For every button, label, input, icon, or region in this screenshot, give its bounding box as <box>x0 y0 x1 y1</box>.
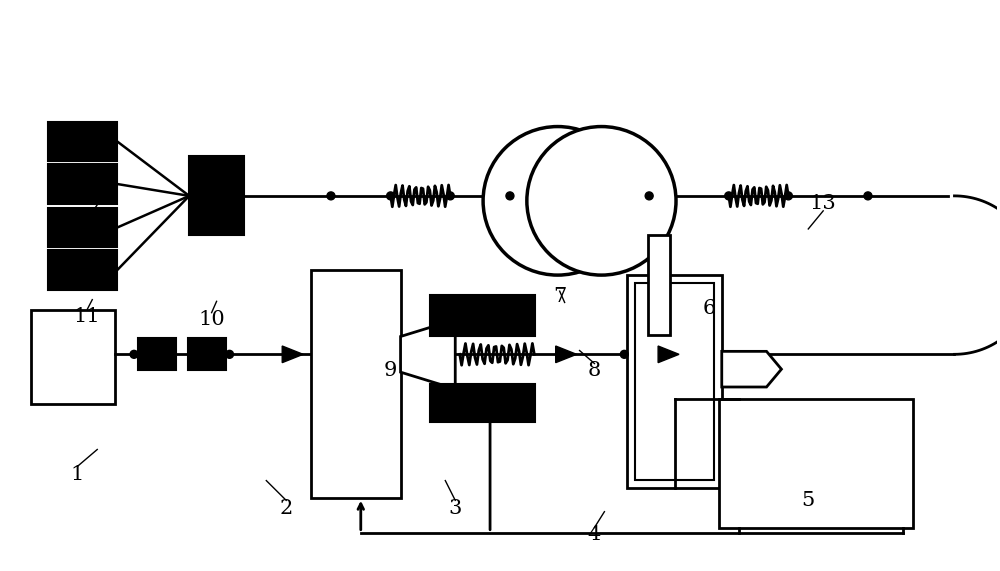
Bar <box>31 309 115 404</box>
Text: 13: 13 <box>810 194 837 213</box>
Circle shape <box>725 192 733 200</box>
Circle shape <box>483 127 632 275</box>
Text: 8: 8 <box>588 361 601 380</box>
Bar <box>48 164 117 204</box>
Circle shape <box>784 192 792 200</box>
Circle shape <box>327 192 335 200</box>
Bar <box>719 399 913 528</box>
Text: 1: 1 <box>71 465 84 484</box>
Text: 10: 10 <box>198 310 225 329</box>
Bar <box>138 339 176 370</box>
Polygon shape <box>658 346 679 363</box>
Bar <box>48 250 117 290</box>
Text: 12: 12 <box>94 174 121 193</box>
Polygon shape <box>556 346 577 363</box>
Circle shape <box>387 192 395 200</box>
Bar <box>627 275 722 488</box>
Text: 6: 6 <box>702 299 715 317</box>
Text: 5: 5 <box>802 491 815 510</box>
Bar <box>648 235 670 335</box>
Text: 11: 11 <box>74 307 101 326</box>
Circle shape <box>620 351 628 358</box>
Circle shape <box>446 192 454 200</box>
Bar <box>189 156 244 235</box>
Circle shape <box>864 192 872 200</box>
Circle shape <box>645 192 653 200</box>
Polygon shape <box>722 351 781 387</box>
Text: 7: 7 <box>553 287 566 306</box>
Bar <box>635 283 714 480</box>
Polygon shape <box>282 346 303 363</box>
Bar <box>48 208 117 247</box>
Circle shape <box>506 192 514 200</box>
Text: 4: 4 <box>588 525 601 544</box>
Text: 2: 2 <box>280 500 293 518</box>
Circle shape <box>226 351 233 358</box>
Circle shape <box>527 127 676 275</box>
Bar <box>188 339 226 370</box>
Text: 9: 9 <box>384 361 397 380</box>
Polygon shape <box>401 320 455 389</box>
Bar <box>430 295 535 336</box>
Bar <box>651 239 667 288</box>
Bar <box>430 384 535 421</box>
Text: 3: 3 <box>449 500 462 518</box>
Bar <box>48 122 117 161</box>
Circle shape <box>130 351 138 358</box>
Bar <box>311 270 401 498</box>
